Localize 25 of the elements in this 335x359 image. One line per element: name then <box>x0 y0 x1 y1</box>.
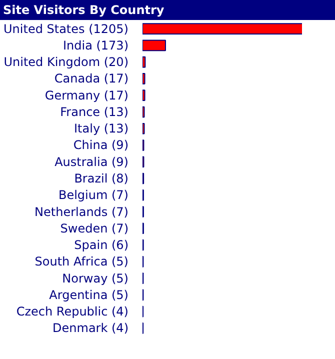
y-tick-label: Czech Republic (4) <box>16 304 129 319</box>
y-tick-label: Sweden (7) <box>60 221 128 236</box>
y-tick-label: Netherlands (7) <box>34 204 129 219</box>
y-tick-label: France (13) <box>60 104 129 119</box>
bar <box>142 90 146 101</box>
y-tick-label: Germany (17) <box>44 88 129 102</box>
y-tick-label: Denmark (4) <box>52 321 128 336</box>
y-tick-label: United Kingdom (20) <box>4 55 128 70</box>
y-tick-label: South Africa (5) <box>34 254 129 269</box>
y-tick-label: United States (1205) <box>4 22 129 36</box>
y-tick-label: Norway (5) <box>62 271 129 286</box>
y-tick-label: Brazil (8) <box>74 172 129 186</box>
y-tick-label: Australia (9) <box>54 154 129 169</box>
y-tick-label: India (173) <box>62 38 128 52</box>
bar <box>142 23 302 34</box>
y-tick-label: China (9) <box>73 138 129 152</box>
y-tick-label: Belgium (7) <box>58 188 129 202</box>
chart-title: Site Visitors By Country <box>3 2 164 19</box>
bar <box>142 56 146 68</box>
y-tick-label: Spain (6) <box>74 238 129 252</box>
y-tick-label: Italy (13) <box>74 122 129 136</box>
bar <box>142 40 166 52</box>
y-tick-label: Canada (17) <box>54 72 128 86</box>
y-tick-label: Argentina (5) <box>49 288 129 302</box>
bar <box>142 73 146 84</box>
